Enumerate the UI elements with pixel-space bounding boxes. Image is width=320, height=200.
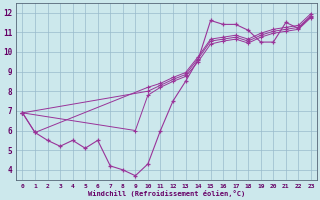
X-axis label: Windchill (Refroidissement éolien,°C): Windchill (Refroidissement éolien,°C): [88, 190, 245, 197]
